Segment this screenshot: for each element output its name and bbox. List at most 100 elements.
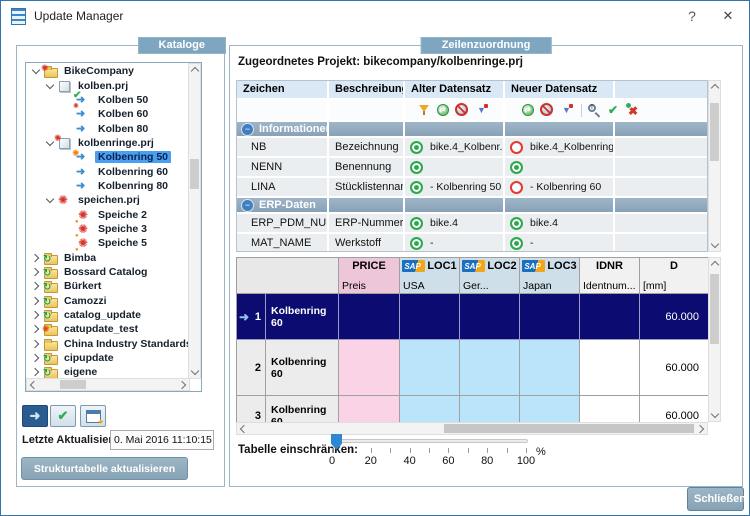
tree-item-catalog-update[interactable]: catalog_update	[27, 308, 188, 323]
tree-item-speiche-3[interactable]: Speiche 3	[27, 222, 188, 236]
d-value-cell[interactable]: 60.000	[640, 396, 708, 422]
scroll-right-icon[interactable]	[695, 423, 707, 434]
result-table-horizontal-scrollbar[interactable]	[236, 422, 708, 435]
expander-right-icon[interactable]	[29, 296, 42, 305]
price-cell[interactable]	[339, 340, 400, 396]
tree-vertical-scrollbar[interactable]	[188, 63, 201, 379]
assign-arrow-button[interactable]	[22, 405, 48, 427]
loc2-cell[interactable]	[460, 294, 520, 340]
idnr-cell[interactable]	[580, 294, 640, 340]
row-number-cell[interactable]: 3	[237, 396, 266, 422]
idnr-cell[interactable]	[580, 396, 640, 422]
tree-item-china-industry-standards[interactable]: China Industry Standards	[27, 337, 188, 351]
idnr-cell[interactable]	[580, 340, 640, 396]
expander-right-icon[interactable]	[29, 325, 42, 334]
loc1-cell[interactable]	[400, 396, 460, 422]
column-header-rowhead[interactable]	[237, 258, 339, 294]
column-header-price[interactable]: PRICE Preis	[339, 258, 400, 294]
row-number-cell[interactable]: 2	[237, 340, 266, 396]
update-structure-table-button[interactable]: Strukturtabelle aktualisieren	[21, 457, 188, 480]
tree-item-kolben-60[interactable]: Kolben 60	[27, 107, 188, 121]
expander-right-icon[interactable]	[29, 353, 42, 363]
compare-row-nb[interactable]: NB Bezeichnung bike.4_Kolbenr... bike.4_Kol…	[237, 138, 707, 158]
d-value-cell[interactable]: 60.000	[640, 294, 708, 340]
globe-blocked-icon[interactable]	[540, 103, 556, 118]
expander-right-icon[interactable]	[29, 282, 42, 291]
scroll-down-icon[interactable]	[189, 366, 200, 378]
column-header-loc2[interactable]: SAP LOC2 Ger...	[460, 258, 520, 294]
reject-icon[interactable]	[625, 102, 641, 118]
close-dialog-button[interactable]: Schließen	[687, 487, 746, 511]
slider-thumb[interactable]	[331, 434, 342, 450]
scroll-left-icon[interactable]	[237, 423, 249, 434]
close-window-button[interactable]: ✕	[722, 8, 734, 23]
section-header-erp-daten[interactable]: − ERP-Daten	[237, 198, 707, 214]
table-window-button[interactable]	[80, 405, 106, 428]
row-name-cell[interactable]: Kolbenring 60	[266, 396, 339, 422]
row-name-cell[interactable]: Kolbenring 60	[266, 340, 339, 396]
scrollbar-thumb[interactable]	[710, 274, 719, 344]
compare-table-vertical-scrollbar[interactable]	[708, 80, 721, 252]
scroll-up-icon[interactable]	[709, 258, 720, 270]
row-number-cell[interactable]: ➜ 1	[237, 294, 266, 340]
loc3-cell[interactable]	[520, 294, 580, 340]
tree-item-bürkert[interactable]: Bürkert	[27, 279, 188, 294]
tree-horizontal-scrollbar[interactable]	[26, 378, 190, 391]
scroll-down-icon[interactable]	[709, 239, 720, 251]
scrollbar-thumb[interactable]	[190, 159, 199, 189]
expander-right-icon[interactable]	[29, 368, 42, 377]
scroll-right-icon[interactable]	[177, 379, 189, 390]
scroll-up-icon[interactable]	[709, 81, 720, 93]
result-table-vertical-scrollbar[interactable]	[708, 257, 721, 422]
scrollbar-thumb[interactable]	[60, 380, 86, 389]
d-value-cell[interactable]: 60.000	[640, 340, 708, 396]
globe-sync-icon[interactable]	[521, 103, 537, 118]
last-update-field[interactable]: 0. Mai 2016 11:10:15	[110, 430, 214, 450]
compare-row-mat-name[interactable]: MAT_NAME Werkstoff - -	[237, 234, 707, 251]
tree-item-speichen-prj[interactable]: speichen.prj	[27, 193, 188, 207]
tree-item-bimba[interactable]: Bimba	[27, 250, 188, 265]
loc2-cell[interactable]	[460, 340, 520, 396]
column-header-idnr[interactable]: IDNR Identnum...	[580, 258, 640, 294]
price-cell[interactable]	[339, 396, 400, 422]
tree-item-cipupdate[interactable]: cipupdate	[27, 351, 188, 366]
restrict-slider[interactable]	[331, 434, 528, 450]
expander-down-icon[interactable]	[43, 80, 56, 89]
row-filter-icon[interactable]	[559, 103, 575, 118]
tree-item-speiche-2[interactable]: Speiche 2	[27, 207, 188, 222]
tree-item-kolben-prj[interactable]: kolben.prj	[27, 78, 188, 92]
section-header-informationen[interactable]: − Informationen	[237, 122, 707, 138]
column-header-beschreibung[interactable]: Beschreibung	[329, 81, 405, 98]
collapse-minus-icon[interactable]: −	[241, 122, 254, 136]
column-header-d[interactable]: D [mm]	[640, 258, 708, 294]
compare-row-erp-pdm-nu[interactable]: ERP_PDM_NU... ERP-Nummer bike.4 bike.4	[237, 214, 707, 234]
loc3-cell[interactable]	[520, 396, 580, 422]
tree-item-kolben-80[interactable]: Kolben 80	[27, 121, 188, 135]
help-button[interactable]: ?	[688, 8, 696, 24]
globe-blocked-icon[interactable]	[455, 103, 471, 118]
column-header-loc1[interactable]: SAP LOC1 USA	[400, 258, 460, 294]
tree-item-camozzi[interactable]: Camozzi	[27, 294, 188, 308]
tree-item-kolbenring-50[interactable]: Kolbenring 50	[27, 150, 188, 164]
globe-sync-icon[interactable]	[436, 103, 452, 118]
tree-item-kolbenringe-prj[interactable]: kolbenringe.prj	[27, 136, 188, 150]
tree-item-kolben-50[interactable]: Kolben 50	[27, 93, 188, 107]
tree-item-kolbenring-80[interactable]: Kolbenring 80	[27, 179, 188, 193]
column-header-loc3[interactable]: SAP LOC3 Japan	[520, 258, 580, 294]
loc1-cell[interactable]	[400, 340, 460, 396]
scrollbar-thumb[interactable]	[444, 424, 694, 433]
tree-item-eigene[interactable]: eigene	[27, 365, 188, 378]
tree-item-speiche-5[interactable]: Speiche 5	[27, 236, 188, 250]
price-cell[interactable]	[339, 294, 400, 340]
scrollbar-thumb[interactable]	[710, 103, 719, 161]
compare-row-nenn[interactable]: NENN Benennung	[237, 158, 707, 178]
loc2-cell[interactable]	[460, 396, 520, 422]
row-filter-icon[interactable]	[474, 103, 490, 118]
expander-down-icon[interactable]	[43, 195, 56, 204]
expander-right-icon[interactable]	[29, 339, 42, 348]
expander-right-icon[interactable]	[29, 267, 42, 277]
tree-item-catupdate-test[interactable]: catupdate_test	[27, 322, 188, 337]
loc1-cell[interactable]	[400, 294, 460, 340]
tree-item-bossard-catalog[interactable]: Bossard Catalog	[27, 265, 188, 279]
column-header-neuer-datensatz[interactable]: Neuer Datensatz	[505, 81, 615, 98]
